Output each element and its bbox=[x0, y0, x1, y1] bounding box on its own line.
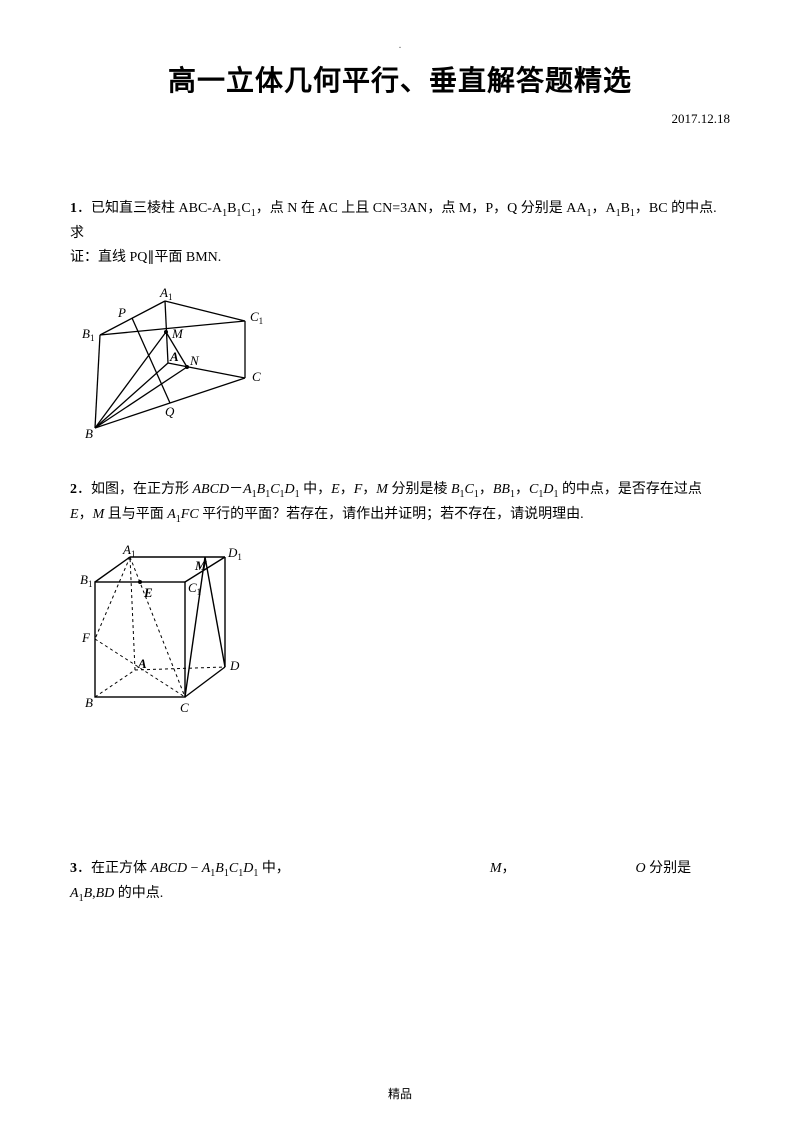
top-mark: . bbox=[70, 40, 730, 51]
svg-text:E: E bbox=[143, 585, 153, 600]
svg-text:M: M bbox=[171, 326, 184, 341]
svg-text:C1: C1 bbox=[250, 309, 263, 326]
figure-1: A1 C1 B1 P M A N C Q B bbox=[70, 283, 730, 448]
footer: 精品 bbox=[0, 1085, 800, 1102]
svg-text:N: N bbox=[189, 353, 200, 368]
svg-text:B: B bbox=[85, 695, 93, 710]
date: 2017.12.18 bbox=[70, 111, 730, 127]
svg-text:D: D bbox=[229, 658, 240, 673]
problem-2: 2．如图，在正方形 ABCD－A1B1C1D1 中，E，F，M 分别是棱 B1C… bbox=[70, 478, 730, 528]
problem-1: 1．已知直三棱柱 ABC-A1B1C1，点 N 在 AC 上且 CN=3AN，点… bbox=[70, 197, 730, 269]
svg-text:A: A bbox=[137, 656, 147, 671]
svg-text:C: C bbox=[252, 369, 261, 384]
svg-text:C1: C1 bbox=[188, 580, 201, 597]
svg-text:M: M bbox=[194, 558, 207, 573]
svg-text:C: C bbox=[180, 700, 189, 715]
figure-2: A1 D1 B1 C1 M E F A B C D bbox=[70, 542, 730, 727]
svg-text:B1: B1 bbox=[82, 326, 94, 343]
svg-text:F: F bbox=[81, 630, 91, 645]
svg-text:P: P bbox=[117, 305, 126, 320]
problem-3: 3．在正方体 ABCD − A1B1C1D1 中，M，O 分别是 A1B,BD … bbox=[70, 857, 730, 907]
p2-num: 2 bbox=[70, 482, 77, 497]
svg-text:A1: A1 bbox=[159, 285, 172, 302]
page-title: 高一立体几何平行、垂直解答题精选 bbox=[70, 59, 730, 99]
svg-text:A1: A1 bbox=[122, 542, 135, 559]
svg-text:B1: B1 bbox=[80, 572, 92, 589]
p3-num: 3 bbox=[70, 861, 77, 876]
svg-text:A: A bbox=[169, 349, 179, 364]
svg-text:B: B bbox=[85, 426, 93, 441]
svg-text:D1: D1 bbox=[227, 545, 242, 562]
p1-num: 1 bbox=[70, 201, 77, 216]
svg-text:Q: Q bbox=[165, 404, 175, 419]
